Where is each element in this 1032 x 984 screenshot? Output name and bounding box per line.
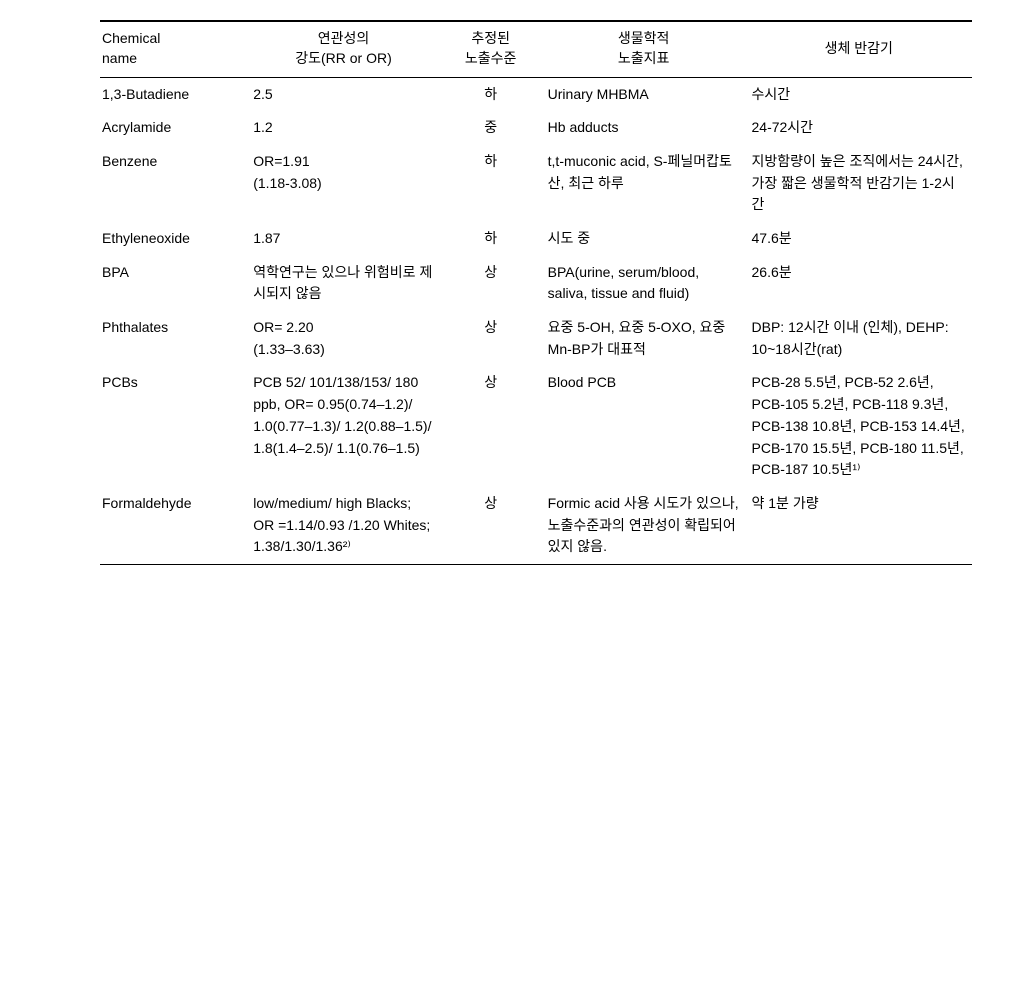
cell-level: 중: [440, 111, 542, 145]
cell-rr: 1.87: [247, 222, 440, 256]
cell-halflife: DBP: 12시간 이내 (인체), DEHP: 10~18시간(rat): [746, 311, 973, 366]
cell-rr: low/medium/ high Blacks; OR =1.14/0.93 /…: [247, 487, 440, 565]
cell-chemical: BPA: [100, 256, 247, 311]
cell-level: 상: [440, 366, 542, 486]
table-row: Formaldehyde low/medium/ high Blacks; OR…: [100, 487, 972, 565]
header-chemical: Chemicalname: [100, 22, 247, 77]
cell-halflife: 수시간: [746, 77, 973, 111]
cell-chemical: Benzene: [100, 145, 247, 222]
cell-biomarker: Urinary MHBMA: [542, 77, 746, 111]
cell-biomarker: t,t-muconic acid, S-페닐머캅토산, 최근 하루: [542, 145, 746, 222]
cell-level: 상: [440, 311, 542, 366]
chemicals-table: Chemicalname 연관성의강도(RR or OR) 추정된노출수준 생물…: [100, 20, 972, 565]
table-row: Phthalates OR= 2.20(1.33–3.63) 상 요중 5-OH…: [100, 311, 972, 366]
cell-halflife: 지방함량이 높은 조직에서는 24시간, 가장 짧은 생물학적 반감기는 1-2…: [746, 145, 973, 222]
cell-level: 상: [440, 256, 542, 311]
table-row: PCBs PCB 52/ 101/138/153/ 180 ppb, OR= 0…: [100, 366, 972, 486]
header-level: 추정된노출수준: [440, 22, 542, 77]
header-biomarker: 생물학적노출지표: [542, 22, 746, 77]
cell-chemical: Phthalates: [100, 311, 247, 366]
cell-biomarker: Blood PCB: [542, 366, 746, 486]
cell-halflife: PCB-28 5.5년, PCB-52 2.6년, PCB-105 5.2년, …: [746, 366, 973, 486]
cell-biomarker: 시도 중: [542, 222, 746, 256]
table-header-row: Chemicalname 연관성의강도(RR or OR) 추정된노출수준 생물…: [100, 22, 972, 77]
cell-level: 하: [440, 145, 542, 222]
cell-chemical: PCBs: [100, 366, 247, 486]
cell-chemical: Formaldehyde: [100, 487, 247, 565]
page: Chemicalname 연관성의강도(RR or OR) 추정된노출수준 생물…: [0, 0, 1032, 605]
cell-halflife: 약 1분 가량: [746, 487, 973, 565]
cell-rr: 1.2: [247, 111, 440, 145]
cell-biomarker: 요중 5-OH, 요중 5-OXO, 요중 Mn-BP가 대표적: [542, 311, 746, 366]
cell-halflife: 26.6분: [746, 256, 973, 311]
header-halflife: 생체 반감기: [746, 22, 973, 77]
cell-chemical: Acrylamide: [100, 111, 247, 145]
table-row: 1,3-Butadiene 2.5 하 Urinary MHBMA 수시간: [100, 77, 972, 111]
header-rr: 연관성의강도(RR or OR): [247, 22, 440, 77]
cell-halflife: 47.6분: [746, 222, 973, 256]
table-row: Benzene OR=1.91(1.18-3.08) 하 t,t-muconic…: [100, 145, 972, 222]
cell-chemical: Ethyleneoxide: [100, 222, 247, 256]
table-row: Acrylamide 1.2 중 Hb adducts 24-72시간: [100, 111, 972, 145]
table-row: BPA 역학연구는 있으나 위험비로 제시되지 않음 상 BPA(urine, …: [100, 256, 972, 311]
cell-rr: OR= 2.20(1.33–3.63): [247, 311, 440, 366]
cell-rr: 2.5: [247, 77, 440, 111]
cell-halflife: 24-72시간: [746, 111, 973, 145]
cell-biomarker: BPA(urine, serum/blood, saliva, tissue a…: [542, 256, 746, 311]
table-row: Ethyleneoxide 1.87 하 시도 중 47.6분: [100, 222, 972, 256]
cell-chemical: 1,3-Butadiene: [100, 77, 247, 111]
cell-rr: OR=1.91(1.18-3.08): [247, 145, 440, 222]
table-body: 1,3-Butadiene 2.5 하 Urinary MHBMA 수시간 Ac…: [100, 77, 972, 564]
cell-biomarker: Formic acid 사용 시도가 있으나, 노출수준과의 연관성이 확립되어…: [542, 487, 746, 565]
cell-rr: PCB 52/ 101/138/153/ 180 ppb, OR= 0.95(0…: [247, 366, 440, 486]
cell-level: 상: [440, 487, 542, 565]
cell-level: 하: [440, 77, 542, 111]
cell-level: 하: [440, 222, 542, 256]
cell-biomarker: Hb adducts: [542, 111, 746, 145]
cell-rr: 역학연구는 있으나 위험비로 제시되지 않음: [247, 256, 440, 311]
